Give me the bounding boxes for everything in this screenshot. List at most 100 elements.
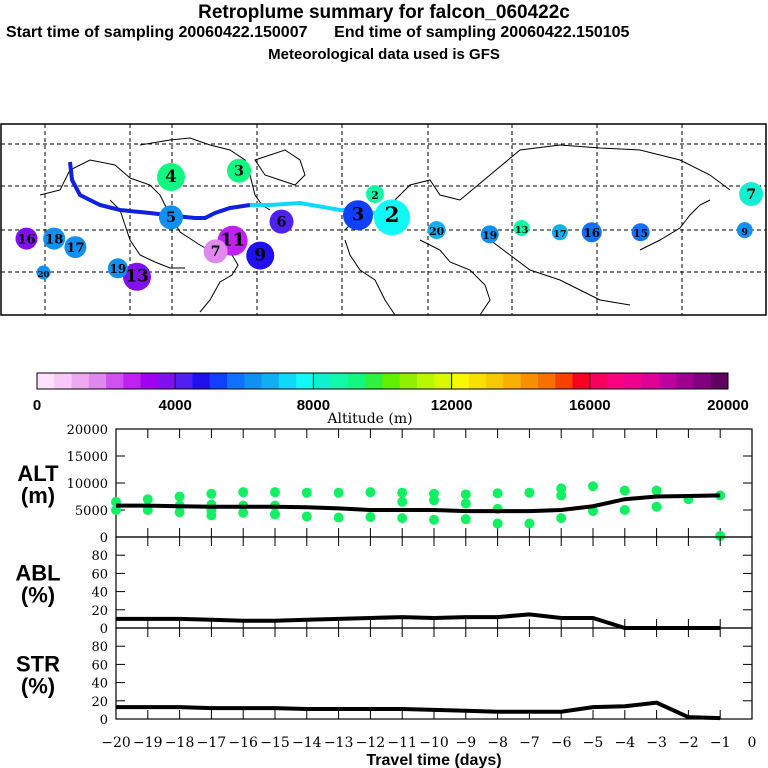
colorbar-swatch [37,373,55,389]
colorbar-swatch [209,373,228,389]
colorbar-swatch [106,373,124,389]
x-tick-label: −3 [646,735,667,751]
x-tick-label: −7 [519,735,540,751]
map-point-label: 9 [741,227,748,238]
data-point [174,491,185,502]
map-point-marker [480,225,499,244]
map-point-label: 16 [583,226,600,240]
data-point [460,498,471,509]
y-axis-unit: (%) [21,674,55,699]
data-point [206,510,217,521]
coastline-asia-south [489,239,631,306]
data-point [556,490,567,501]
data-point [142,494,153,505]
y-tick-label: 0 [100,622,108,637]
map-point-marker [343,200,373,231]
map-point-marker [157,163,185,192]
map-point-marker [123,262,151,291]
colorbar-swatch [486,373,504,389]
coastline-africa-west [344,239,396,316]
coastline-asia-east [639,199,711,251]
colorbar-swatch [88,373,107,389]
colorbar-swatch [71,373,90,389]
data-point [619,505,630,515]
map-point-marker [43,227,66,250]
map-point-label: 13 [515,225,529,236]
map-point-marker [227,158,251,183]
data-point [556,513,567,524]
data-point [492,488,503,499]
map-point-label: 5 [166,209,176,226]
x-tick-label: −6 [551,735,572,751]
series-line-abl [116,612,721,630]
x-tick-label: −19 [133,735,163,751]
coastline-west-na [109,199,185,269]
colorbar-swatch [192,373,211,389]
map-point-marker [107,258,128,279]
y-tick-label: 20 [91,695,108,710]
colorbar-swatch [520,373,539,389]
map-points: 435611791319161817203222019131716157912 [15,158,764,291]
colorbar-swatch [175,373,193,389]
colorbar-swatch [330,373,349,389]
map-point-label: 15 [633,227,648,240]
data-point [429,514,439,525]
colorbar-swatch [693,373,712,389]
x-tick-label: −12 [356,735,386,751]
data-point [301,511,312,522]
data-point [333,487,344,498]
map-point-marker [739,182,764,207]
colorbar-swatch [537,373,556,389]
end-time-label: End time of sampling 20060422.150105 [334,24,630,41]
data-point [397,487,408,498]
colorbar-swatch [227,373,245,389]
map-point-marker [269,209,294,234]
chart-panels: 05000100001500020000ALT(m)020406080ABL(%… [15,423,756,768]
colorbar-tick-label: 20000 [707,397,749,414]
y-tick-label: 0 [100,713,108,728]
data-point [365,487,376,498]
start-time-label: Start time of sampling 20060422.150007 [6,24,308,41]
colorbar-swatch [641,373,660,389]
x-tick-label: −8 [487,735,508,751]
colorbar-swatch [710,373,729,389]
y-tick-label: 80 [91,549,108,564]
y-tick-label: 40 [91,586,108,601]
x-tick-label: −13 [324,735,354,751]
map-point-label: 2 [371,189,379,202]
data-point [460,489,471,500]
colorbar-swatch [676,373,694,389]
data-point [588,506,598,517]
x-tick-label: −1 [710,735,731,751]
colorbar-swatch [261,373,280,389]
y-tick-label: 10000 [67,477,108,492]
colorbar-swatch [296,373,314,389]
panel-frame-str [115,627,753,720]
y-axis-unit: (m) [21,483,55,508]
colorbar-swatch [244,373,263,389]
y-axis-unit: (%) [21,583,55,608]
x-tick-label: −16 [228,735,258,751]
x-tick-label: 0 [748,735,757,751]
series-line-alt [116,493,721,514]
data-point [619,485,630,496]
colorbar-swatch [555,373,574,389]
x-tick-label: −4 [614,735,635,751]
map-point-label: 17 [553,229,566,240]
map-point-marker [551,224,568,241]
map-point-label: 17 [66,241,84,256]
series-line-str [116,700,721,721]
colorbar-swatch [140,373,159,389]
map-point-label: 6 [276,213,286,230]
x-tick-label: −15 [260,735,290,751]
data-point [651,501,662,512]
colorbar-swatch [572,373,591,389]
x-axis-label: Travel time (days) [366,752,501,768]
colorbar-swatch [347,373,366,389]
map-point-label: 4 [165,166,177,186]
x-tick-label: −9 [455,735,476,751]
colorbar-swatch [658,373,677,389]
colorbar-swatch [278,373,297,389]
map-point-label: 2 [384,203,399,228]
